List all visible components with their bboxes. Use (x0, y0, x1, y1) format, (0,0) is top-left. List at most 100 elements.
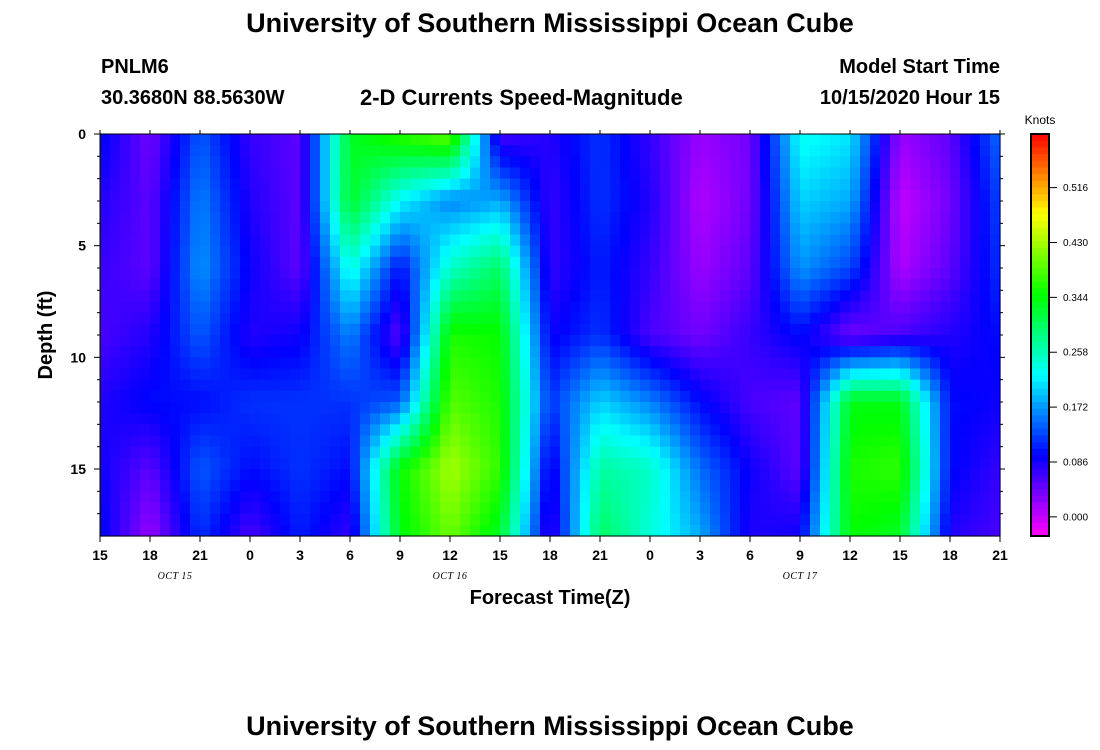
heatmap-cell (220, 201, 231, 213)
colorbar-swatch (1031, 227, 1049, 236)
heatmap-cell (910, 513, 921, 526)
heatmap-cell (240, 368, 251, 381)
heatmap-cell (540, 167, 551, 180)
heatmap-cell (820, 435, 831, 448)
colorbar-swatch (1031, 187, 1049, 195)
heatmap-cell (360, 323, 371, 336)
heatmap-cell (250, 368, 261, 381)
heatmap-cell (140, 145, 151, 157)
heatmap-cell (480, 167, 491, 180)
heatmap-cell (310, 279, 321, 291)
heatmap-cell (800, 413, 811, 425)
heatmap-cell (330, 223, 341, 236)
heatmap-cell (560, 290, 571, 303)
heatmap-cell (610, 245, 621, 258)
heatmap-cell (370, 223, 381, 236)
heatmap-cell (160, 312, 171, 325)
heatmap-cell (590, 201, 601, 213)
heatmap-cell (750, 480, 761, 492)
heatmap-cell (540, 189, 551, 202)
heatmap-cell (560, 424, 571, 437)
heatmap-cell (200, 402, 211, 414)
heatmap-cell (610, 346, 621, 358)
heatmap-cell (530, 301, 541, 314)
heatmap-cell (560, 134, 571, 146)
heatmap-cell (640, 424, 651, 437)
heatmap-cell (470, 379, 481, 392)
heatmap-cell (560, 279, 571, 291)
heatmap-cell (310, 212, 321, 224)
heatmap-cell (990, 245, 1001, 258)
heatmap-cell (880, 301, 891, 314)
heatmap-cell (100, 513, 111, 526)
heatmap-cell (400, 201, 411, 213)
heatmap-cell (550, 346, 561, 358)
heatmap-cell (490, 234, 501, 247)
heatmap-cell (390, 413, 401, 425)
heatmap-cell (170, 357, 181, 370)
heatmap-cell (790, 480, 801, 492)
heatmap-cell (540, 435, 551, 448)
heatmap-cell (740, 279, 751, 291)
heatmap-cell (710, 279, 721, 291)
heatmap-cell (240, 457, 251, 470)
heatmap-cell (780, 234, 791, 247)
heatmap-cell (730, 178, 741, 191)
heatmap-cell (820, 323, 831, 336)
heatmap-cell (970, 413, 981, 425)
heatmap-cell (660, 312, 671, 325)
heatmap-cell (640, 480, 651, 492)
heatmap-cell (160, 156, 171, 169)
heatmap-cell (290, 279, 301, 291)
heatmap-cell (140, 502, 151, 515)
heatmap-cell (560, 435, 571, 448)
heatmap-cell (970, 435, 981, 448)
heatmap-cell (410, 201, 421, 213)
heatmap-cell (450, 223, 461, 236)
heatmap-cell (510, 446, 521, 459)
heatmap-cell (820, 390, 831, 403)
chart-subtitle: 2-D Currents Speed-Magnitude (360, 85, 683, 110)
heatmap-cell (170, 424, 181, 437)
heatmap-cell (340, 357, 351, 370)
heatmap-cell (520, 245, 531, 258)
heatmap-cell (610, 145, 621, 157)
heatmap-cell (770, 368, 781, 381)
heatmap-cell (460, 256, 471, 269)
heatmap-cell (250, 256, 261, 269)
colorbar-swatch (1031, 174, 1049, 182)
heatmap-cell (600, 357, 611, 370)
heatmap-cell (810, 256, 821, 269)
heatmap-cell (410, 524, 421, 537)
heatmap-cell (450, 312, 461, 325)
heatmap-cell (300, 457, 311, 470)
heatmap-cell (700, 201, 711, 213)
heatmap-cell (150, 189, 161, 202)
heatmap-cell (700, 223, 711, 236)
heatmap-cell (620, 469, 631, 481)
heatmap-cell (350, 323, 361, 336)
heatmap-cell (470, 323, 481, 336)
heatmap-cell (810, 189, 821, 202)
heatmap-cell (600, 245, 611, 258)
heatmap-cell (650, 290, 661, 303)
heatmap-cell (690, 301, 701, 314)
heatmap-cell (820, 301, 831, 314)
heatmap-cell (450, 301, 461, 314)
heatmap-cell (420, 335, 431, 347)
heatmap-cell (730, 223, 741, 236)
heatmap-cell (900, 390, 911, 403)
heatmap-cell (960, 335, 971, 347)
heatmap-cell (500, 346, 511, 358)
colorbar-swatch (1031, 442, 1049, 450)
heatmap-cell (150, 323, 161, 336)
heatmap-cell (990, 156, 1001, 169)
heatmap-cell (530, 256, 541, 269)
heatmap-cell (990, 357, 1001, 370)
colorbar-tick-label: 0.000 (1063, 512, 1088, 523)
heatmap-cell (510, 189, 521, 202)
heatmap-cell (710, 446, 721, 459)
heatmap-cell (120, 457, 131, 470)
heatmap-cell (120, 156, 131, 169)
heatmap-cell (970, 279, 981, 291)
